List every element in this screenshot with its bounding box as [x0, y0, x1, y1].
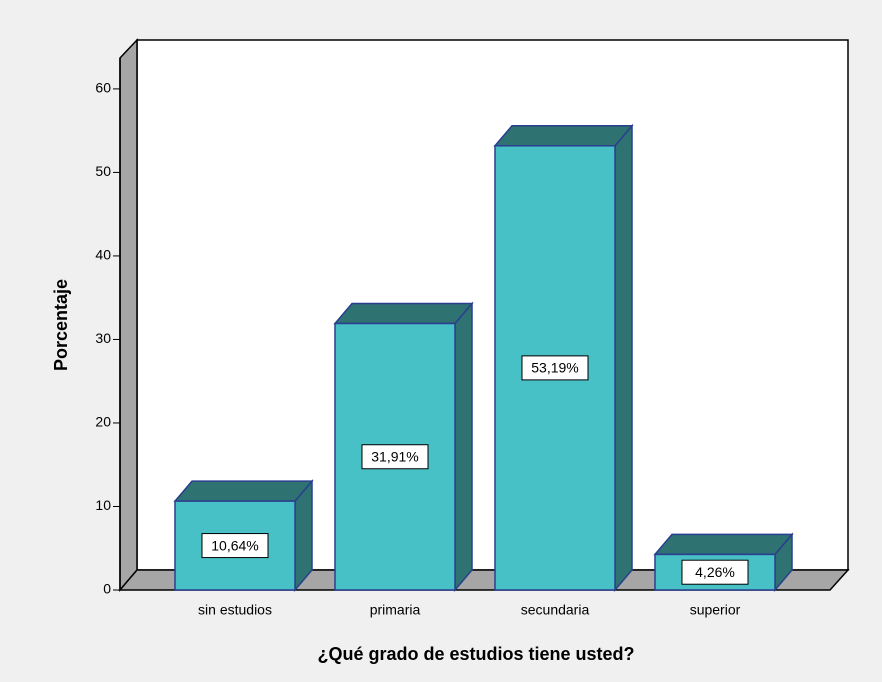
value-label-box — [361, 444, 429, 470]
y-tick-label: 50 — [95, 163, 111, 179]
bar-side — [614, 123, 633, 593]
y-tick-label: 60 — [95, 80, 111, 96]
y-tick-label: 40 — [95, 247, 111, 263]
x-tick-label: superior — [690, 602, 741, 618]
value-label-box — [201, 533, 269, 559]
value-label-box — [521, 355, 589, 381]
x-tick-label: sin estudios — [198, 602, 272, 618]
bar — [174, 500, 296, 591]
bar-top — [173, 480, 314, 502]
bar-top — [493, 125, 634, 147]
y-axis-label: Porcentaje — [51, 279, 71, 371]
y-tick-label: 30 — [95, 330, 111, 346]
side-wall — [119, 38, 138, 593]
bar-top — [333, 302, 474, 325]
bar-side — [454, 301, 473, 593]
y-tick-label: 10 — [95, 497, 111, 513]
value-label: 31,91% — [371, 448, 418, 464]
value-label: 53,19% — [531, 360, 578, 376]
y-tick-label: 0 — [103, 581, 111, 597]
value-label: 10,64% — [211, 537, 258, 553]
y-tick-label: 20 — [95, 414, 111, 430]
x-tick-label: secundaria — [521, 602, 590, 618]
bar-top — [653, 533, 794, 556]
value-label-box — [681, 559, 749, 585]
value-label: 4,26% — [695, 564, 735, 580]
x-axis-label: ¿Qué grado de estudios tiene usted? — [317, 644, 634, 664]
x-tick-label: primaria — [370, 602, 421, 618]
